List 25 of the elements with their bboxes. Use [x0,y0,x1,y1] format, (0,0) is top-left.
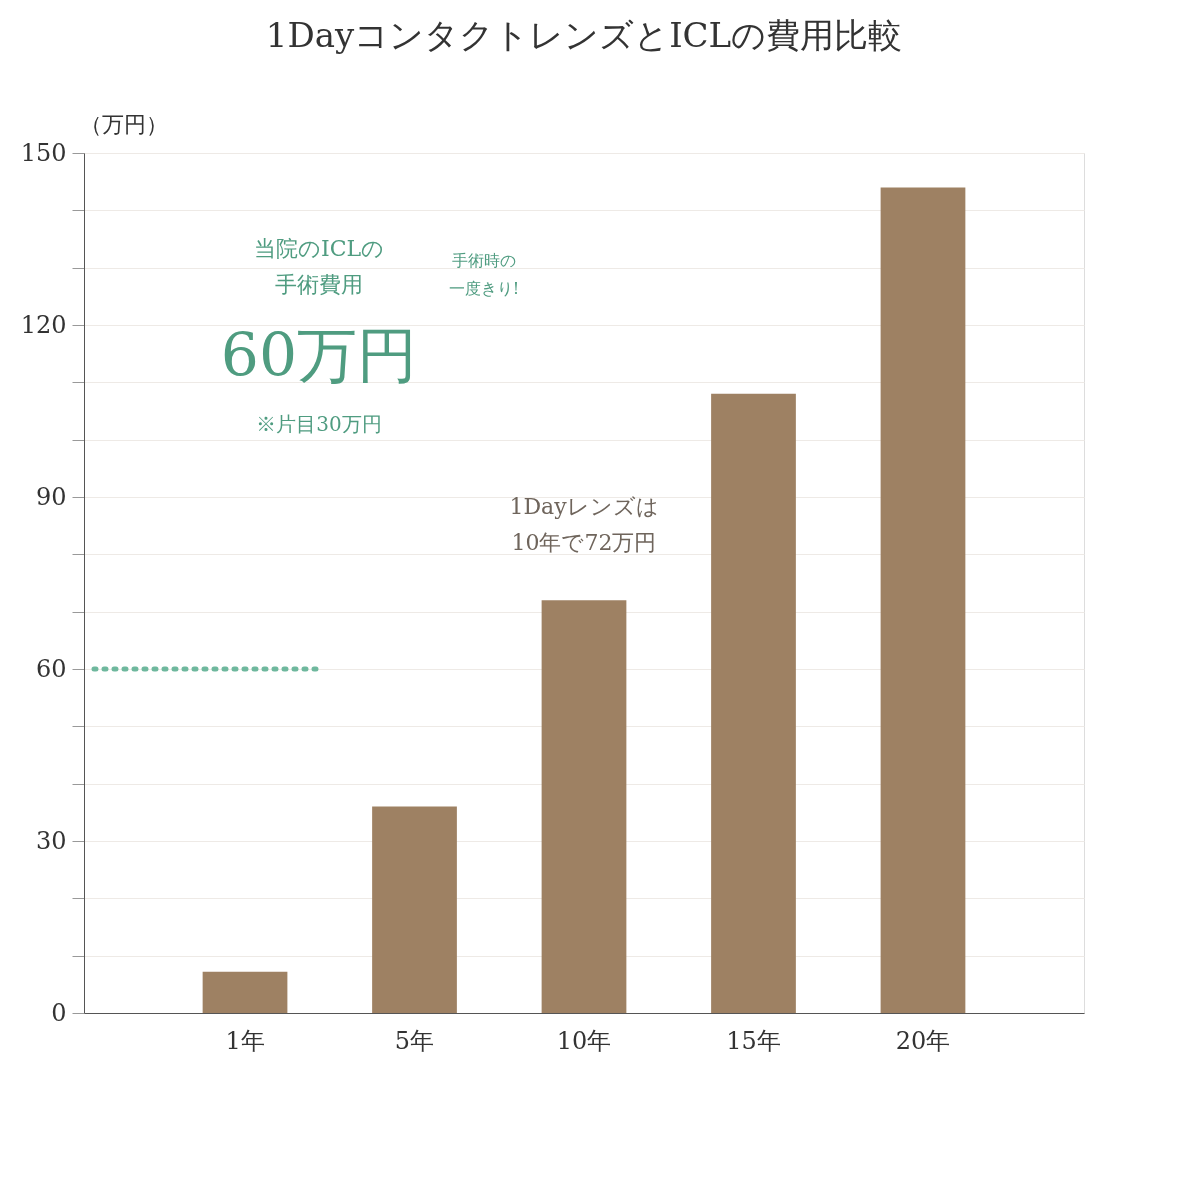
bar [372,806,457,1013]
bar [541,600,627,1013]
annotation: 手術費用 [275,272,363,297]
annotation: 1Dayレンズは 10年で72万円 [509,494,659,556]
y-tick-label: 0 [51,998,67,1027]
bar [711,393,796,1013]
x-tick-label: 1年 [225,1026,265,1055]
annotation: 一度きり! [448,279,520,298]
y-tick-label: 150 [20,138,67,167]
bar [880,187,966,1013]
bar [202,971,288,1013]
chart-title: 1DayコンタクトレンズとICLの費用比較 [265,15,903,55]
y-tick-label: 30 [35,826,67,855]
x-tick-label: 15年 [726,1026,781,1055]
annotation: 手術時の [452,251,516,270]
annotation: 60万円 [220,320,418,390]
y-tick-label: 120 [20,310,67,339]
annotation: ※片目30万円 [256,412,382,436]
y-tick-label: 60 [35,654,67,683]
x-tick-label: 10年 [556,1026,612,1055]
x-tick-label: 5年 [394,1026,435,1055]
y-tick-label: 90 [35,482,67,511]
x-tick-label: 20年 [895,1026,951,1055]
annotation: 当院のICLの [253,236,385,261]
y-axis-title: （万円） [80,112,168,137]
